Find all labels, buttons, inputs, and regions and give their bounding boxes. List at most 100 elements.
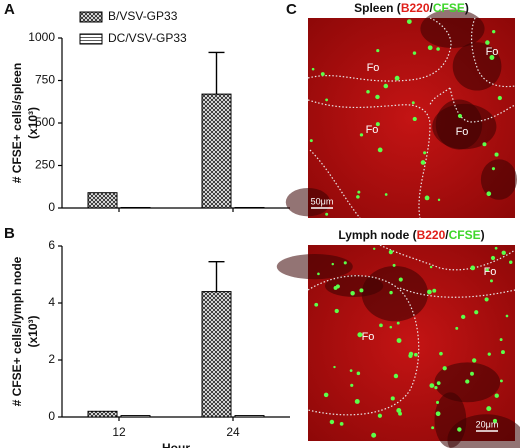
cfse-cell (470, 265, 476, 271)
cfse-cell (482, 142, 487, 147)
cfse-cell (356, 195, 360, 199)
title-part: / (445, 228, 449, 242)
cfse-cell (354, 398, 360, 404)
cfse-cell (325, 212, 329, 216)
cfse-cell (494, 393, 499, 398)
title-part: ) (465, 1, 469, 15)
cfse-cell (489, 55, 495, 60)
cfse-cell (388, 249, 393, 255)
cfse-cell (414, 352, 418, 357)
cfse-cell (439, 351, 443, 356)
panel-letter: A (4, 1, 15, 18)
cfse-cell (375, 122, 380, 127)
cfse-cell (494, 246, 498, 250)
error-bar (208, 260, 225, 292)
cfse-cell (427, 45, 433, 51)
bar (120, 415, 151, 418)
legend-label: B/VSV-GP33 (108, 9, 178, 23)
cfse-cell (406, 19, 412, 24)
cfse-cell (377, 413, 383, 418)
cfse-cell (505, 314, 509, 318)
title-part: Lymph node ( (338, 228, 416, 242)
cfse-cell (424, 195, 430, 201)
scale-bar-label: 50μm (311, 196, 334, 206)
follicle-label: Fo (486, 46, 499, 58)
image-title: Spleen (B220/CFSE) (354, 1, 469, 15)
cfse-cell (497, 95, 502, 101)
cfse-cell (309, 139, 313, 143)
cfse-cell (357, 332, 363, 338)
cfse-cell (366, 89, 370, 94)
dark-region (480, 159, 518, 200)
dark-region (276, 254, 353, 280)
cfse-cell (509, 260, 513, 265)
cfse-cell (501, 250, 506, 255)
y-tick-label: 500 (35, 115, 55, 129)
panel-letter: B (4, 225, 15, 242)
cfse-cell (359, 133, 364, 137)
cfse-cell (371, 432, 377, 438)
bar (120, 206, 151, 209)
cfse-cell (436, 47, 440, 51)
cfse-cell (334, 308, 339, 314)
follicle-border (471, 17, 516, 88)
follicle-border (379, 244, 516, 271)
cfse-cell (396, 321, 400, 325)
cfse-cell (470, 371, 474, 376)
follicle-label: Fo (366, 124, 379, 136)
cfse-cell (472, 358, 477, 363)
bar (87, 192, 118, 209)
cfse-cell (311, 67, 315, 71)
title-part: B220 (401, 1, 430, 15)
cfse-cell (350, 383, 354, 387)
error-bar (208, 51, 225, 95)
cfse-cell (436, 381, 441, 386)
cfse-cell (489, 279, 493, 283)
cfse-cell (485, 268, 489, 272)
cfse-cell (390, 396, 395, 401)
cfse-cell (389, 290, 393, 295)
cfse-cell (343, 261, 347, 265)
cfse-cell (429, 383, 435, 388)
legend-label: DC/VSV-GP33 (108, 31, 187, 45)
bar (201, 93, 232, 209)
cfse-cell (323, 392, 329, 398)
cfse-cell (429, 265, 433, 269)
cfse-cell (487, 352, 491, 356)
y-tick-label: 250 (35, 158, 55, 172)
cfse-cell (325, 98, 329, 102)
follicle-label: Fo (456, 126, 469, 138)
cfse-cell (398, 411, 402, 416)
cfse-cell (461, 314, 466, 320)
y-axis-label: # CFSE+ cells/lymph node (10, 256, 24, 406)
bar (87, 410, 118, 418)
cfse-cell (457, 427, 462, 432)
cfse-cell (491, 167, 496, 171)
cfse-cell (350, 291, 355, 296)
y-axis-unit: (x10³) (26, 315, 40, 347)
cfse-cell (484, 297, 489, 302)
cfse-cell (349, 369, 353, 372)
cfse-cell (492, 418, 498, 423)
cfse-cell (455, 326, 459, 330)
cfse-cell (384, 193, 388, 196)
cfse-cell (377, 147, 383, 153)
follicle-label: Fo (367, 62, 380, 74)
follicle-border (309, 149, 361, 219)
dark-region (432, 103, 497, 150)
cfse-cell (317, 272, 320, 276)
cfse-cell (356, 371, 361, 376)
cfse-cell (457, 113, 463, 119)
cfse-cell (486, 191, 492, 197)
cfse-cell (375, 94, 380, 100)
cfse-cell (333, 285, 338, 290)
cfse-cell (412, 116, 417, 122)
title-part: B220 (417, 228, 446, 242)
cfse-cell (383, 83, 389, 89)
cfse-cell (434, 385, 438, 390)
title-part: CFSE (449, 228, 481, 242)
cfse-cell (320, 72, 325, 76)
bar (201, 291, 232, 418)
legend-swatch (79, 11, 103, 23)
y-tick-label: 2 (48, 352, 55, 366)
